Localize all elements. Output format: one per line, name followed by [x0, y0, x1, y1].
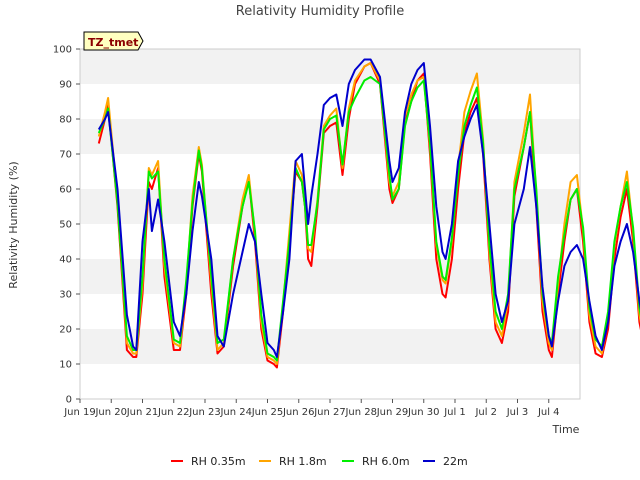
x-tick-label: Jul 4 [537, 407, 560, 418]
x-tick-label: Jun 29 [376, 407, 409, 418]
x-tick-label: Jul 2 [474, 407, 497, 418]
tz-tag: TZ_tmet [83, 31, 144, 51]
x-tick-label: Jun 30 [407, 407, 440, 418]
y-tick-label: 60 [59, 185, 72, 196]
plot-band [80, 224, 580, 259]
x-tick-label: Jun 23 [188, 407, 221, 418]
plot-band [80, 119, 580, 154]
legend-label: RH 1.8m [279, 455, 327, 468]
y-tick-label: 40 [59, 255, 72, 266]
x-tick-label: Jun 24 [219, 407, 252, 418]
y-tick-label: 10 [59, 360, 72, 371]
x-tick-label: Jun 20 [94, 407, 127, 418]
x-tick-label: Jul 1 [443, 407, 466, 418]
y-tick-label: 80 [59, 115, 72, 126]
legend: RH 0.35m RH 1.8m RH 6.0m 22m [171, 455, 468, 468]
legend-label: 22m [443, 455, 468, 468]
plot-band [80, 49, 580, 84]
y-tick-label: 0 [66, 395, 72, 406]
x-tick-label: Jun 26 [282, 407, 315, 418]
y-tick-label: 30 [59, 290, 72, 301]
legend-label: RH 0.35m [191, 455, 246, 468]
series-line-rh-6-0m [97, 76, 640, 362]
tz-tag-box [83, 31, 144, 51]
x-axis-label: Time [552, 423, 580, 436]
x-tick-label: Jun 19 [63, 407, 96, 418]
x-ticks: Jun 19 Jun 20 Jun 21 Jun 22 Jun 23 Jun 24 Jun … [63, 399, 560, 418]
y-tick-label: 20 [59, 325, 72, 336]
plot-band [80, 154, 580, 189]
y-tick-label: 100 [53, 45, 72, 56]
y-tick-label: 70 [59, 150, 72, 161]
plot-band [80, 84, 580, 119]
plot-band [80, 329, 580, 364]
plot-band [80, 259, 580, 294]
plot-band [80, 189, 580, 224]
legend-label: RH 6.0m [362, 455, 410, 468]
tz-tag-label: TZ_tmet [88, 36, 138, 49]
series-line-22m [97, 58, 640, 358]
x-tick-label: Jun 25 [251, 407, 284, 418]
x-tick-label: Jun 28 [344, 407, 377, 418]
x-tick-label: Jun 22 [157, 407, 190, 418]
y-tick-label: 90 [59, 80, 72, 91]
series-lines [97, 58, 640, 369]
x-tick-label: Jun 21 [126, 407, 159, 418]
y-axis-label: Relativity Humidity (%) [7, 161, 20, 288]
plot-band [80, 364, 580, 399]
chart-title: Relativity Humidity Profile [236, 4, 404, 19]
x-tick-label: Jun 27 [313, 407, 346, 418]
y-ticks: 0 10 20 30 40 50 60 70 80 90 100 [53, 45, 80, 406]
x-tick-label: Jul 3 [506, 407, 529, 418]
y-tick-label: 50 [59, 220, 72, 231]
plot-bands [80, 49, 580, 399]
